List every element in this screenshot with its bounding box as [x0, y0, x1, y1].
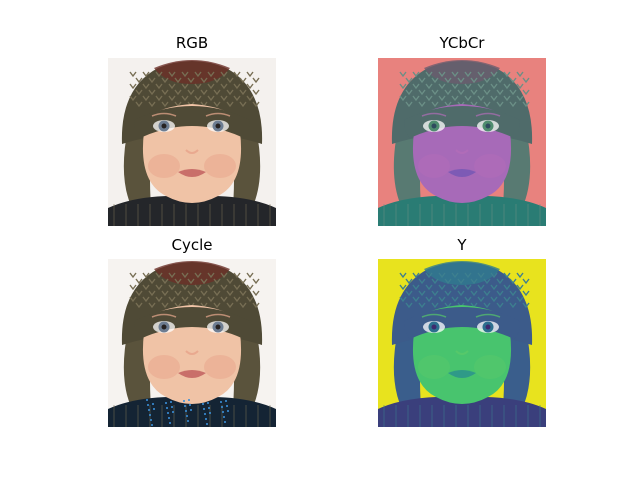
panel-title-y: Y: [378, 236, 546, 254]
panel-title-rgb: RGB: [108, 34, 276, 52]
image-ycbcr: [378, 58, 546, 226]
panel-title-cycle: Cycle: [108, 236, 276, 254]
image-y-channel: [378, 259, 546, 427]
image-rgb: [108, 58, 276, 226]
panel-title-ycbcr: YCbCr: [378, 34, 546, 52]
image-cycle: [108, 259, 276, 427]
